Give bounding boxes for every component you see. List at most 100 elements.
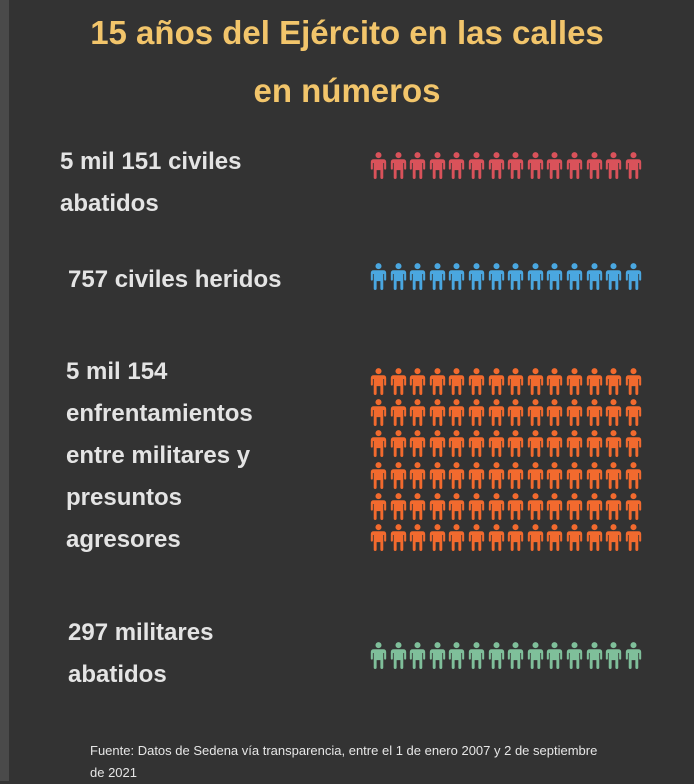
person-icon [527,368,543,395]
person-icon [566,152,583,179]
person-figure [604,492,624,521]
person-icon [507,430,524,458]
person-icon [507,461,524,489]
person-figure [506,152,526,180]
label-civiles-abatidos: 5 mil 151 civiles abatidos [60,141,241,225]
person-figure [428,492,448,521]
person-figure [604,368,624,396]
person-figure [408,461,428,490]
person-icon [566,461,583,489]
person-figure [585,368,605,396]
label-line: 5 mil 151 civiles [60,148,242,175]
person-icon [410,263,426,290]
person-figure [408,430,428,458]
person-figure [526,492,546,521]
pictogram-militares-abatidos [369,642,644,673]
person-icon [370,263,387,290]
person-figure [467,642,487,670]
person-icon [625,263,641,290]
person-figure [408,399,428,427]
person-icon [605,461,622,489]
person-figure [447,430,467,458]
person-figure [526,461,546,490]
person-icon [410,430,426,458]
label-civiles-heridos: 757 civiles heridos [68,259,281,301]
person-icon [449,492,465,520]
person-figure [506,492,526,521]
label-line: 297 militares [68,619,214,646]
person-icon [605,492,622,520]
person-figure [389,152,409,180]
person-icon [390,152,406,179]
person-icon [410,492,426,520]
person-figure [624,642,644,670]
person-figure [487,152,507,180]
person-figure [487,642,507,670]
person-figure [369,492,389,521]
person-icon [370,524,387,551]
person-icon [605,399,622,427]
person-figure [526,399,546,427]
person-icon [586,642,602,669]
person-icon [605,368,622,395]
person-figure [369,368,389,396]
person-icon [429,642,445,669]
person-figure [604,152,624,180]
person-figure [624,263,644,291]
person-figure [487,399,507,427]
person-figure [467,430,487,458]
person-icon [605,152,622,179]
person-figure [585,461,605,490]
person-icon [449,368,465,395]
source-note: Fuente: Datos de Sedena vía transparenci… [90,740,680,784]
person-icon [370,642,387,669]
person-figure [604,461,624,490]
person-figure [447,642,467,670]
person-figure [389,368,409,396]
person-icon [586,461,602,489]
person-icon [625,430,641,458]
person-figure [369,263,389,291]
person-icon [390,399,406,427]
person-icon [488,524,504,551]
person-icon [566,263,583,290]
person-figure [565,430,585,458]
person-figure [506,263,526,291]
person-figure [408,492,428,521]
person-figure [369,524,389,552]
person-figure [447,492,467,521]
source-line: Fuente: Datos de Sedena vía transparenci… [90,743,598,758]
label-line: agresores [66,526,181,553]
pictogram-row [369,152,643,180]
person-icon [586,430,602,458]
person-figure [624,152,644,180]
person-icon [390,430,406,458]
person-icon [566,399,583,427]
person-icon [410,152,426,179]
person-icon [449,152,465,179]
person-figure [428,524,448,552]
person-figure [389,524,409,552]
person-figure [545,263,565,291]
person-figure [447,461,467,490]
person-figure [565,461,585,490]
person-icon [468,263,485,290]
person-icon [468,461,485,489]
person-figure [585,152,605,180]
person-icon [390,524,406,551]
person-icon [410,399,426,427]
person-figure [526,642,546,670]
person-icon [468,642,485,669]
person-figure [604,642,624,670]
person-icon [507,152,524,179]
person-icon [390,642,406,669]
person-figure [408,263,428,291]
person-icon [468,399,485,427]
person-figure [565,368,585,396]
person-icon [547,430,563,458]
person-icon [429,461,445,489]
person-figure [428,263,448,291]
pictogram-row [369,642,643,670]
person-icon [488,642,504,669]
pictogram-row [369,263,643,291]
